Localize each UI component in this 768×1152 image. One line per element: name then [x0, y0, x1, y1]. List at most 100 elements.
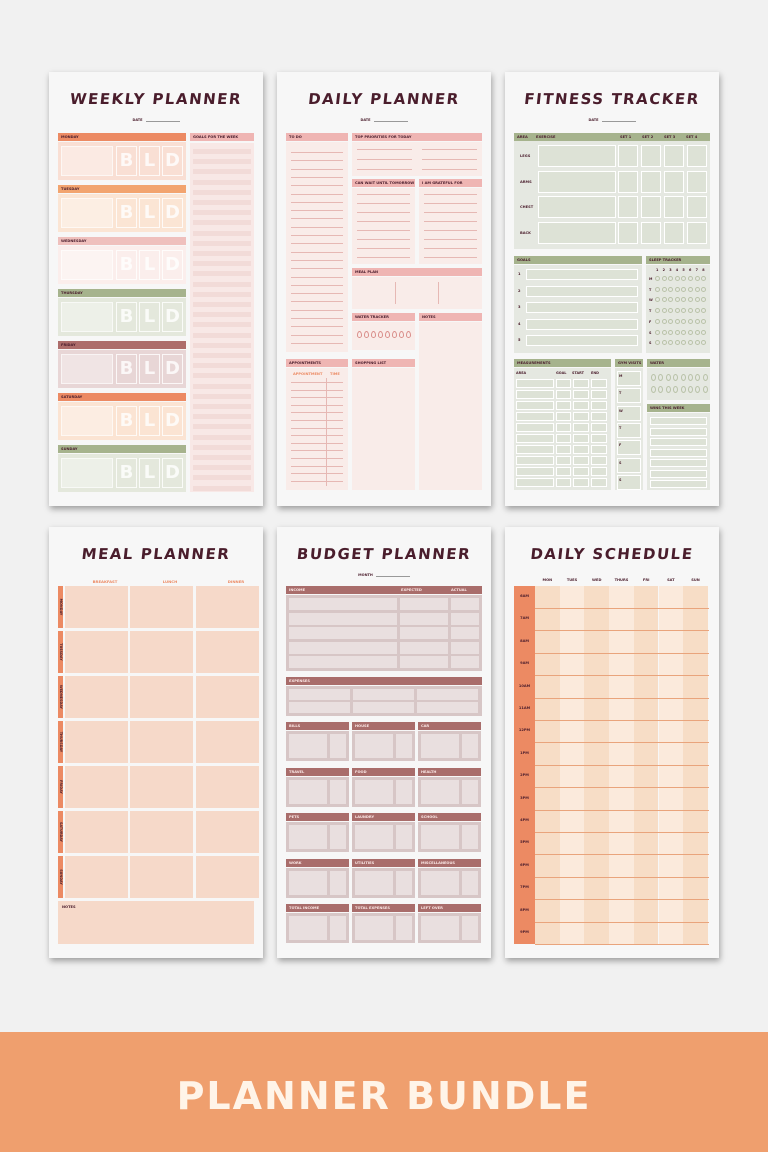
- measurement-cell: [591, 412, 607, 421]
- meal-day-label: SATURDAY: [59, 821, 63, 843]
- sleep-dot: [694, 308, 700, 314]
- meal-day-tab: THURSDAY: [58, 721, 63, 763]
- meal-letter: D: [165, 150, 180, 171]
- sleep-dot: [668, 318, 674, 324]
- measurement-cell: [556, 434, 571, 443]
- fitness-title: FITNESS TRACKER: [523, 90, 701, 108]
- todo-line: [291, 201, 343, 203]
- sleep-dot: [668, 329, 674, 335]
- priority-line: [422, 159, 477, 160]
- budget-cell: [330, 825, 346, 849]
- sleep-hour: 5: [682, 268, 685, 272]
- water-drop: [688, 386, 693, 393]
- budget-cell: [421, 870, 459, 895]
- todo-header: TO DO: [286, 133, 348, 141]
- schedule-hour-line: [535, 787, 709, 788]
- meal-cell: L: [139, 406, 160, 436]
- goal-line: [193, 251, 251, 256]
- sleep-dot: [661, 329, 667, 335]
- sleep-dot: [701, 340, 707, 346]
- schedule-day-label: SAT: [667, 578, 675, 582]
- sleep-hour: 8: [702, 268, 705, 272]
- priorities-box: [352, 142, 482, 176]
- gym-day: W: [619, 408, 623, 413]
- expenses-table: [286, 686, 482, 716]
- weekly-date: DATE: [49, 118, 263, 122]
- day-notes: [61, 146, 113, 176]
- appointment-divider: [326, 378, 327, 486]
- income-cell: [289, 641, 397, 654]
- expenses-header: EXPENSES: [286, 677, 482, 685]
- water-drop: [673, 374, 679, 381]
- sleep-dot: [661, 340, 667, 346]
- appointment-line: [291, 442, 343, 444]
- budget-category-header: TOTAL INCOME: [286, 904, 349, 912]
- budget-category-header: BILLS: [286, 722, 349, 730]
- meal-cell: [130, 631, 193, 673]
- schedule-hour-line: [535, 854, 709, 855]
- expense-cell: [417, 689, 478, 700]
- goal-field: [526, 269, 638, 280]
- schedule-day-label: TUES: [566, 578, 578, 582]
- goal-number: 3: [518, 305, 521, 309]
- daily-schedule-card: DAILY SCHEDULE MON TUES WED THURS FRI SAT SUN 6…: [505, 527, 719, 958]
- appointment-line: [291, 389, 343, 391]
- todo-line: [291, 342, 343, 344]
- sleep-dot: [681, 329, 687, 335]
- area-label: BACK: [520, 230, 531, 235]
- priority-line: [357, 149, 412, 150]
- exercise-col-label: SET 2: [642, 135, 654, 139]
- todo-line: [291, 301, 343, 302]
- goal-line: [193, 373, 251, 379]
- income-cell: [400, 641, 448, 654]
- budget-cell: [462, 870, 478, 895]
- exercise-cell: [618, 196, 638, 218]
- day-header: SUNDAY: [58, 445, 186, 453]
- goal-number: 4: [518, 321, 521, 326]
- budget-category-header: UTILITIES: [352, 858, 415, 867]
- appointments-header: APPOINTMENTS: [286, 359, 348, 367]
- day-header: THURSDAY: [58, 289, 186, 297]
- goal-line: [193, 230, 251, 236]
- goal-line: [193, 485, 251, 491]
- sleep-dot: [655, 286, 660, 292]
- measurement-col-label: GOAL: [556, 371, 567, 375]
- priority-line: [422, 169, 477, 170]
- meal-cell: [196, 811, 259, 853]
- schedule-day-label: FRI: [642, 578, 650, 582]
- sleep-dot: [701, 276, 707, 281]
- meal-cell: [130, 586, 193, 628]
- list-line: [424, 230, 477, 231]
- schedule-day-label: THURS: [614, 578, 629, 582]
- sleep-hour: 1: [656, 268, 659, 272]
- budget-cell: [355, 916, 393, 940]
- exercise-col-label: SET 1: [620, 135, 632, 139]
- sleep-dot: [655, 297, 660, 303]
- exercise-cell: [538, 145, 616, 167]
- sleep-dot: [674, 318, 680, 324]
- sleep-hour: 3: [669, 268, 672, 272]
- meal-cell: [65, 676, 128, 718]
- meal-cell: D: [162, 250, 183, 280]
- budget-cell: [355, 734, 393, 758]
- budget-category-header: CAR: [418, 722, 481, 730]
- exercise-cell: [664, 196, 684, 218]
- budget-cell: [330, 779, 346, 804]
- area-label: ARMS: [520, 179, 532, 184]
- cantwait-header: CAN WAIT UNTIL TOMORROW: [352, 179, 415, 187]
- budget-cell: [330, 916, 346, 940]
- weekly-planner-card: WEEKLY PLANNER DATE MONDAY B L D TUESDAY B L D W…: [49, 72, 263, 506]
- appointment-line: [291, 450, 343, 451]
- exercise-cell: [687, 221, 707, 244]
- budget-cell: [355, 825, 393, 849]
- meal-cell: B: [116, 458, 137, 488]
- list-line: [357, 203, 410, 204]
- day-notes: [61, 302, 113, 332]
- income-cell: [451, 598, 479, 610]
- weekly-goals-list: [190, 143, 254, 492]
- schedule-hour-label: 3PM: [520, 795, 529, 800]
- meal-letter: D: [165, 410, 180, 431]
- schedule-hour-label: 2PM: [520, 773, 529, 778]
